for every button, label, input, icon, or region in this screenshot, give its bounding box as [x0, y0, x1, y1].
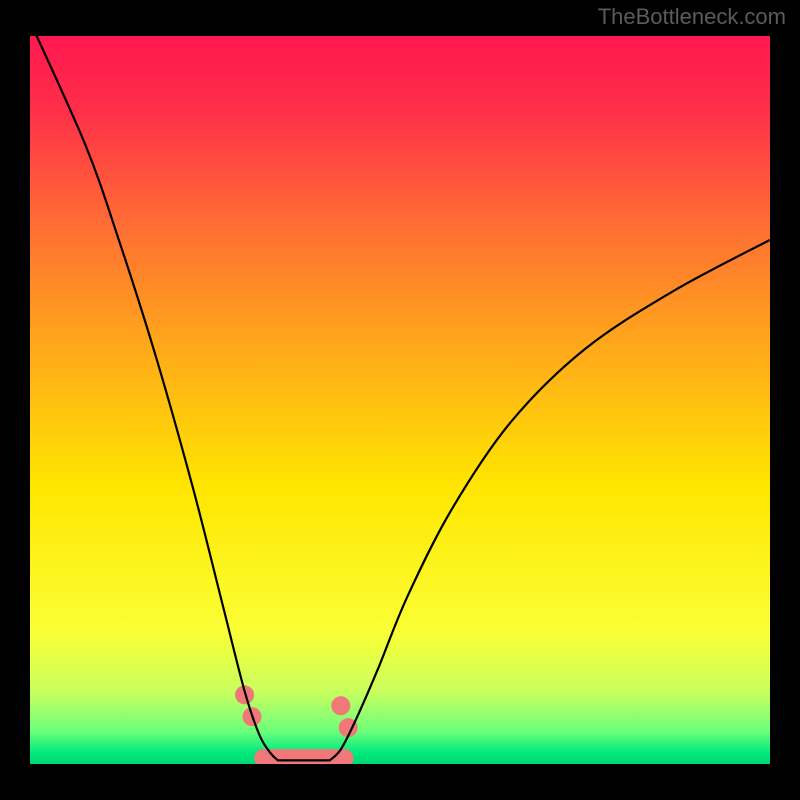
gradient-background	[30, 36, 770, 764]
marker-point	[332, 697, 350, 715]
chart-stage: TheBottleneck.com	[0, 0, 800, 800]
chart-svg	[0, 0, 800, 800]
